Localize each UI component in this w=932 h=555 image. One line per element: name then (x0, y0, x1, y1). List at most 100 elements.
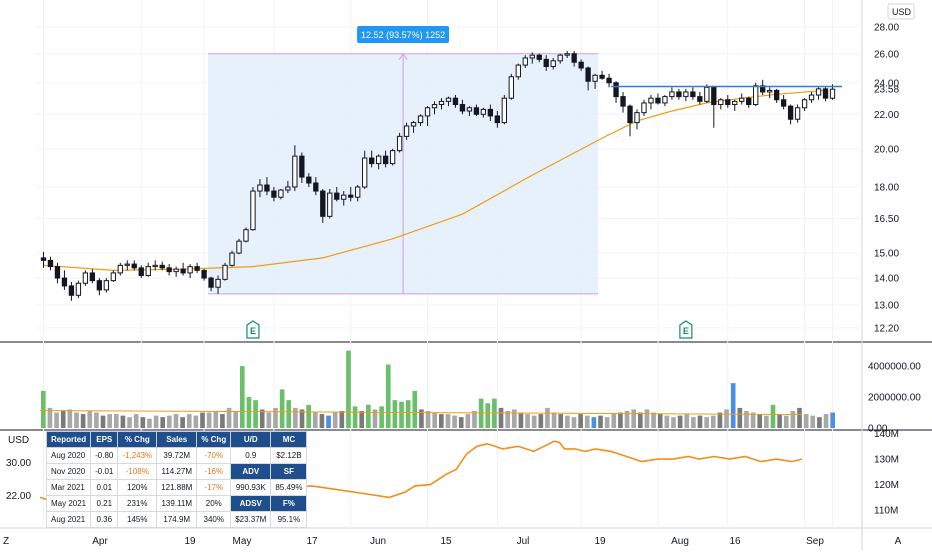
fundamentals-cell: Mar 2021 (45, 479, 92, 496)
fundamentals-header-cell: U/D (230, 431, 272, 448)
volume-bar (511, 409, 517, 428)
volume-bar (173, 414, 179, 428)
candle (815, 87, 822, 100)
candle (550, 57, 556, 70)
candle-body (341, 194, 347, 200)
fundamentals-cell: -0.80 (90, 447, 119, 464)
price-tick-label: 26.00 (874, 49, 899, 60)
candle-body (320, 190, 326, 217)
candle-body (808, 94, 815, 101)
candle (124, 260, 130, 271)
volume-bar (651, 412, 656, 428)
candle-body (159, 264, 165, 269)
candle-body (452, 97, 459, 106)
price-tick-label: 13.00 (874, 300, 899, 311)
candle (299, 152, 305, 183)
axes: 28.00 26.00 24.00 22.00 20.00 18.00 16.50 15.00… (3, 3, 921, 547)
candle-body (501, 97, 507, 124)
candle (75, 280, 82, 299)
candle-body (82, 272, 89, 284)
volume-bar (47, 407, 53, 428)
candle (229, 250, 235, 267)
time-tick-label: Z (3, 536, 9, 547)
candle-body (746, 97, 752, 106)
volume-bar (797, 407, 802, 428)
volume-bar (545, 407, 550, 428)
candle (103, 278, 109, 293)
candle-body (690, 91, 696, 98)
candle-body (47, 259, 54, 268)
candle-body (257, 184, 263, 192)
candle (40, 251, 47, 268)
candle (355, 184, 361, 202)
volume-bar (472, 410, 477, 428)
volume-bar (498, 407, 504, 428)
candle-body (271, 190, 277, 198)
candle (131, 260, 137, 271)
time-tick-label: 19 (184, 536, 196, 547)
fundamentals-cell: -70% (196, 447, 232, 464)
volume-bar (405, 400, 411, 428)
volume-bar (326, 415, 331, 428)
candle (515, 63, 521, 80)
volume-bar (133, 414, 139, 428)
volume-bar (226, 407, 232, 428)
fundamentals-cell: -108% (117, 463, 158, 480)
fundamentals-header-cell: Sales (156, 431, 198, 448)
fundamentals-body: Aug 2020 -0.80 -1,243% 39.72M -70% 0.9 $2.12B N… (45, 447, 308, 528)
fundamentals-header-cell: % Chg (117, 431, 158, 448)
fundamentals-row: May 2021 0.21 231% 139.11M 20% ADSV F% (45, 495, 308, 512)
candle (585, 66, 591, 91)
candle (313, 177, 319, 196)
candle-body (250, 190, 256, 231)
rs-left-tick-label: 22.00 (6, 491, 31, 502)
volume-bar (180, 417, 185, 428)
candle-body (669, 91, 675, 98)
candle-body (606, 77, 612, 84)
volume-bar (803, 414, 809, 428)
volume-bar (657, 414, 663, 428)
candle-body (96, 280, 103, 291)
candle (529, 52, 535, 64)
candle-body (285, 186, 291, 191)
measure-box[interactable]: 12.52 (93.57%) 1252 (208, 26, 599, 295)
volume-bar (372, 409, 378, 428)
candle (683, 88, 689, 102)
fundamentals-cell: Aug 2020 (45, 447, 92, 464)
volume-bar (618, 412, 623, 428)
volume-bar (206, 412, 212, 428)
volume-tick-label: 2000000.00 (868, 393, 921, 404)
earnings-shape (246, 320, 260, 339)
candle (711, 85, 717, 128)
volume-bar (74, 412, 79, 428)
candle-body (739, 97, 745, 102)
volume-bar (246, 397, 252, 428)
volume-bar (186, 414, 192, 428)
candle (571, 50, 577, 67)
volume-bar (565, 415, 570, 428)
time-tick-label: Jun (370, 536, 386, 547)
volume-bar (193, 415, 199, 428)
fundamentals-cell: ADSV (230, 495, 272, 512)
candle (480, 107, 487, 118)
candle (732, 99, 738, 112)
candle-body (641, 102, 647, 114)
candle (403, 122, 410, 140)
fundamentals-cell: 95.1% (270, 511, 308, 528)
volume-bar (80, 414, 86, 428)
volume-bar (644, 409, 650, 428)
candle-body (299, 155, 305, 178)
candle-body (222, 264, 228, 280)
candle (292, 145, 298, 192)
candle-body (466, 107, 473, 112)
fundamentals-cell: 0.21 (90, 495, 119, 512)
fundamentals-cell: -1,243% (117, 447, 158, 464)
candle (208, 276, 214, 292)
candle (375, 154, 382, 170)
candle-body (780, 99, 787, 107)
fundamentals-table: Reported EPS% Chg Sales% Chg U/D MC Aug 2020… (45, 431, 308, 528)
candle (187, 264, 193, 279)
candle-body (110, 272, 116, 282)
